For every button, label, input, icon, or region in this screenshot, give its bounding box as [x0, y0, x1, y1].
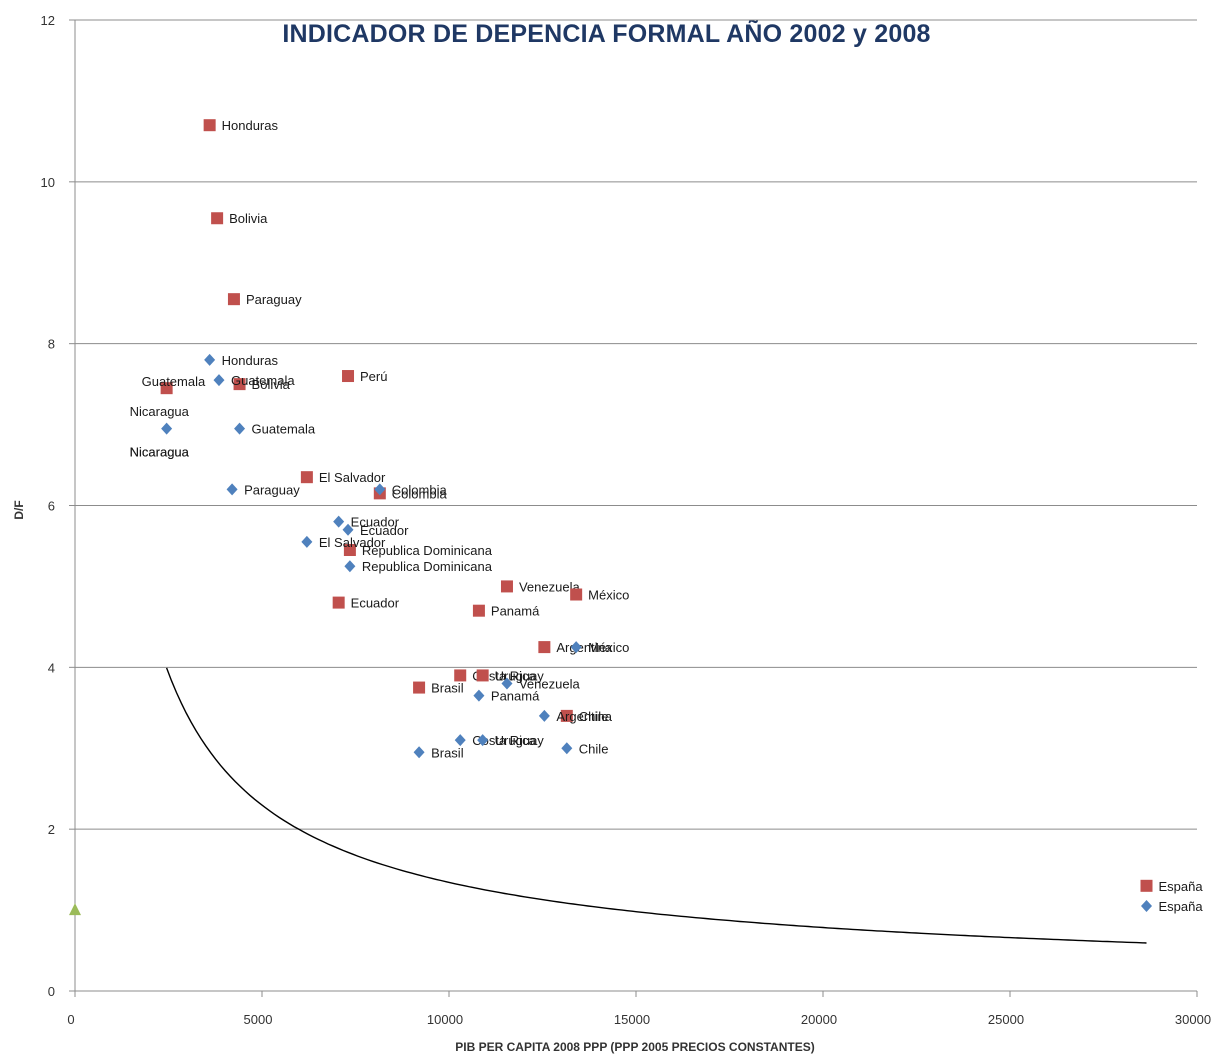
data-label: Argentina [556, 640, 612, 655]
y-tick-label: 12 [41, 13, 55, 28]
data-point-square [203, 119, 216, 132]
data-label: Colombia [392, 486, 448, 501]
x-tick-label: 25000 [988, 1012, 1024, 1027]
data-label: El Salvador [319, 535, 386, 550]
y-tick-label: 10 [41, 175, 55, 190]
x-tick-label: 15000 [614, 1012, 650, 1027]
data-point-diamond [301, 535, 313, 548]
data-point-triangle [69, 903, 81, 916]
data-label: Bolivia [229, 211, 268, 226]
data-point-square [570, 588, 583, 601]
data-label: Chile [579, 709, 609, 724]
data-label: Venezuela [519, 677, 580, 692]
x-tick-label: 5000 [244, 1012, 273, 1027]
y-axis-label: D/F [12, 500, 26, 520]
x-tick-label: 30000 [1175, 1012, 1211, 1027]
data-point-diamond [161, 422, 173, 435]
data-point-diamond [333, 515, 345, 528]
data-point-square [233, 378, 246, 391]
y-tick-label: 0 [48, 984, 55, 999]
data-point-square [454, 669, 467, 682]
data-point-square [211, 212, 224, 225]
x-tick-label: 10000 [427, 1012, 463, 1027]
data-point-diamond [473, 689, 485, 702]
data-label: Guatemala [252, 422, 316, 437]
data-label: Ecuador [351, 515, 400, 530]
data-point-square [413, 681, 426, 694]
x-tick-label: 20000 [801, 1012, 837, 1027]
data-point-square [500, 580, 513, 593]
x-tick-label: 0 [67, 1012, 74, 1027]
y-tick-label: 4 [48, 660, 55, 675]
data-label: Argentina [556, 709, 612, 724]
data-point-square [160, 382, 173, 395]
data-point-diamond [1141, 900, 1153, 913]
data-label: Panamá [491, 604, 540, 619]
data-point-diamond [234, 422, 246, 435]
data-label: México [588, 588, 629, 603]
data-label: Nicaragua [130, 404, 190, 419]
data-label: Paraguay [244, 482, 300, 497]
data-label: Honduras [222, 353, 279, 368]
data-point-diamond [342, 523, 354, 536]
data-label: Guatemala [231, 373, 295, 388]
trendline [165, 667, 1147, 944]
data-label: Chile [579, 741, 609, 756]
data-label: Uruguay [495, 733, 545, 748]
data-point-diamond [204, 353, 216, 366]
data-point-diamond [413, 746, 425, 759]
data-label: Venezuela [519, 579, 580, 594]
data-point-diamond [538, 709, 550, 722]
data-label: Brasil [431, 745, 464, 760]
y-tick-label: 8 [48, 337, 55, 352]
data-label: Costa Rica [472, 733, 536, 748]
data-point-diamond [213, 374, 225, 387]
data-label: Paraguay [246, 292, 302, 307]
data-point-square [538, 641, 551, 654]
data-label: España [1159, 879, 1204, 894]
data-point-diamond [374, 483, 386, 496]
data-label: Colombia [392, 482, 448, 497]
data-point-diamond [570, 641, 582, 654]
data-label: Panamá [491, 689, 540, 704]
data-point-square [300, 471, 313, 484]
data-label: Guatemala [142, 374, 206, 389]
y-tick-label: 2 [48, 822, 55, 837]
data-label: Nicaragua [130, 445, 190, 460]
data-point-square [476, 669, 489, 682]
data-label: Ecuador [360, 523, 409, 538]
data-point-diamond [477, 734, 489, 747]
data-label: Nicaragua [130, 445, 190, 460]
data-point-diamond [344, 560, 356, 573]
data-point-square [342, 370, 355, 383]
data-point-diamond [226, 483, 238, 496]
data-point-square [332, 596, 345, 609]
data-label: El Salvador [319, 470, 386, 485]
y-tick-label: 6 [48, 499, 55, 514]
data-label: Ecuador [351, 596, 400, 611]
data-point-square [472, 604, 485, 617]
data-label: México [588, 640, 629, 655]
data-point-diamond [501, 677, 513, 690]
data-label: Perú [360, 369, 387, 384]
chart-title: INDICADOR DE DEPENCIA FORMAL AÑO 2002 y … [282, 20, 931, 48]
data-label: Bolivia [252, 377, 291, 392]
data-label: Honduras [222, 118, 279, 133]
data-label: España [1159, 899, 1204, 914]
data-point-diamond [561, 742, 573, 755]
data-label: Republica Dominicana [362, 559, 493, 574]
data-point-square [227, 293, 240, 306]
data-point-diamond [454, 734, 466, 747]
data-point-square [560, 709, 573, 722]
data-label: Republica Dominicana [362, 543, 493, 558]
data-point-square [1140, 879, 1153, 892]
data-point-square [343, 544, 356, 557]
x-axis-label: PIB PER CAPITA 2008 PPP (PPP 2005 PRECIO… [455, 1040, 815, 1054]
data-label: Brasil [431, 681, 464, 696]
